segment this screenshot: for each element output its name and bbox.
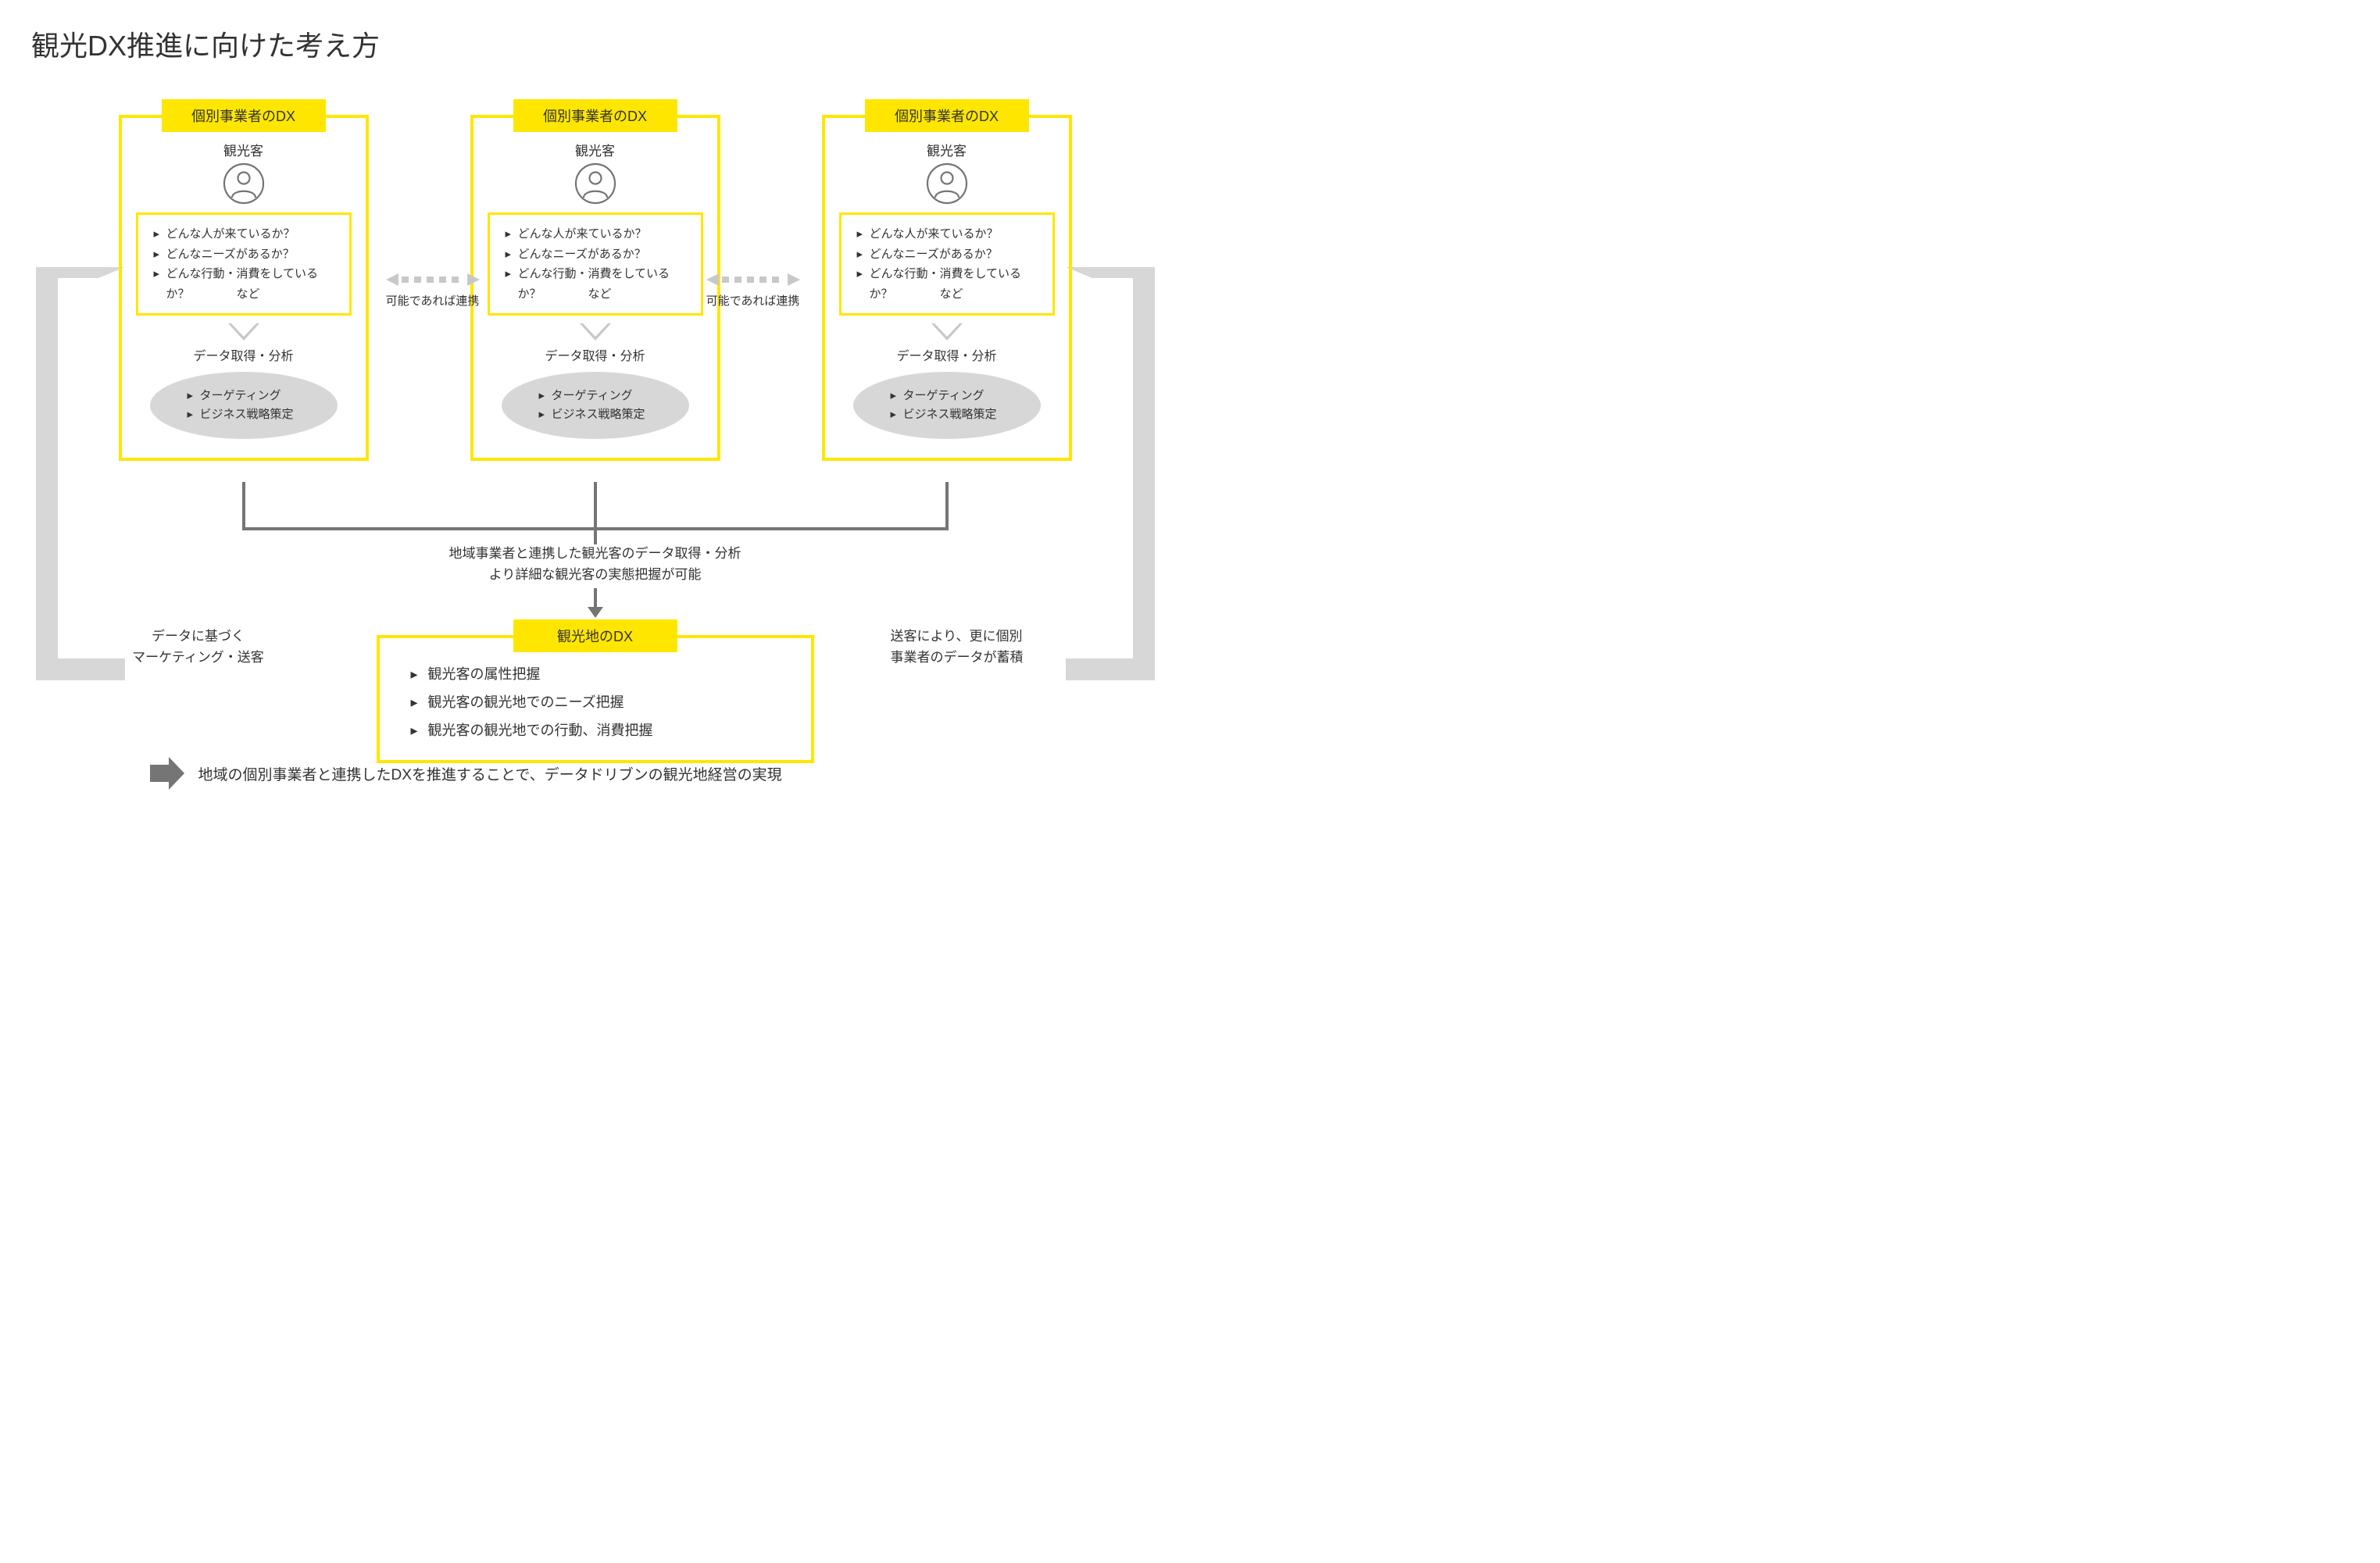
top-row: 個別事業者のDX 観光客 どんな人が来ているか？ どんなニーズがあるか？ どんな… [119,99,1072,461]
question-line: どんな人が来ているか？ [857,224,1042,244]
ellipse-line: ターゲティング [188,387,281,405]
summary-text: 地域の個別事業者と連携したDXを推進することで、データドリブンの観光地経営の実現 [198,763,782,784]
biz-header: 個別事業者のDX [865,99,1029,132]
person-icon [223,162,265,205]
biz-box-3: 個別事業者のDX 観光客 どんな人が来ているか？ どんなニーズがあるか？ どんな… [822,99,1072,461]
tourist-label: 観光客 [927,140,967,159]
biz-box-2: 個別事業者のDX 観光客 どんな人が来ているか？ どんなニーズがあるか？ どんな… [470,99,720,461]
caption-line: 事業者のデータが蓄積 [891,647,1094,668]
left-feedback-caption: データに基づく マーケティング・送客 [97,626,300,668]
question-line: どんなニーズがあるか？ [154,244,338,265]
down-chevron-icon [577,322,614,342]
ellipse-line: ターゲティング [539,387,633,405]
ellipse-line: ビジネス戦略策定 [539,405,645,424]
dashed-link-1: 可能であれば連携 [386,271,480,318]
person-icon [926,162,968,205]
biz-box-1: 個別事業者のDX 観光客 どんな人が来ているか？ どんなニーズがあるか？ どんな… [119,99,369,461]
data-label: データ取得・分析 [545,345,645,364]
question-line: どんな行動・消費をしているか？ など [506,264,690,304]
middle-caption-line: 地域事業者と連携した観光客のデータ取得・分析 [33,543,1158,564]
data-label: データ取得・分析 [896,345,996,364]
middle-caption: 地域事業者と連携した観光客のデータ取得・分析 より詳細な観光客の実態把握が可能 [33,543,1158,585]
data-label: データ取得・分析 [193,345,293,364]
down-arrow-icon [588,588,603,618]
question-line: どんなニーズがあるか？ [506,244,690,265]
tourist-label: 観光客 [223,140,263,159]
question-line: どんな行動・消費をしているか？ など [154,264,338,304]
middle-caption-line: より詳細な観光客の実態把握が可能 [33,564,1158,585]
diagram: 個別事業者のDX 観光客 どんな人が来ているか？ どんなニーズがあるか？ どんな… [33,99,1158,787]
down-chevron-icon [928,322,966,342]
feedback-arrow-left [23,267,125,681]
tourist-label: 観光客 [575,140,615,159]
question-box: どんな人が来ているか？ どんなニーズがあるか？ どんな行動・消費をしているか？ … [136,212,352,316]
merge-lines [119,482,1072,544]
person-icon [574,162,616,205]
ellipse-line: ビジネス戦略策定 [891,405,997,424]
question-box: どんな人が来ているか？ どんなニーズがあるか？ どんな行動・消費をしているか？ … [488,212,703,316]
strategy-ellipse: ターゲティング ビジネス戦略策定 [853,372,1041,439]
strategy-ellipse: ターゲティング ビジネス戦略策定 [150,372,338,439]
strategy-ellipse: ターゲティング ビジネス戦略策定 [502,372,689,439]
dest-line: 観光客の属性把握 [411,660,789,688]
right-feedback-caption: 送客により、更に個別 事業者のデータが蓄積 [891,626,1094,668]
double-arrow-icon [386,271,480,288]
feedback-arrow-right [1066,267,1167,681]
caption-line: マーケティング・送客 [97,647,300,668]
caption-line: データに基づく [97,626,300,647]
biz-header: 個別事業者のDX [162,99,326,132]
ellipse-line: ビジネス戦略策定 [188,405,294,424]
question-line: どんな行動・消費をしているか？ など [857,264,1042,304]
destination-box: 観光地のDX 観光客の属性把握 観光客の観光地でのニーズ把握 観光客の観光地での… [377,619,814,763]
down-chevron-icon [225,322,263,342]
summary-row: 地域の個別事業者と連携したDXを推進することで、データドリブンの観光地経営の実現 [150,757,1127,790]
question-line: どんなニーズがあるか？ [857,244,1042,265]
dest-line: 観光客の観光地での行動、消費把握 [411,716,789,744]
question-box: どんな人が来ているか？ どんなニーズがあるか？ どんな行動・消費をしているか？ … [839,212,1055,316]
double-arrow-icon [706,271,800,288]
question-line: どんな人が来ているか？ [154,224,338,244]
dest-header: 観光地のDX [513,619,677,652]
dashed-link-2: 可能であれば連携 [706,271,800,318]
ellipse-line: ターゲティング [891,387,985,405]
biz-header: 個別事業者のDX [513,99,677,132]
question-line: どんな人が来ているか？ [506,224,690,244]
page-title: 観光DX推進に向けた考え方 [31,23,1159,64]
dest-line: 観光客の観光地でのニーズ把握 [411,688,789,716]
caption-line: 送客により、更に個別 [891,626,1094,647]
dash-link-label: 可能であれば連携 [386,293,480,309]
dash-link-label: 可能であれば連携 [706,293,800,309]
right-arrow-icon [150,757,184,790]
